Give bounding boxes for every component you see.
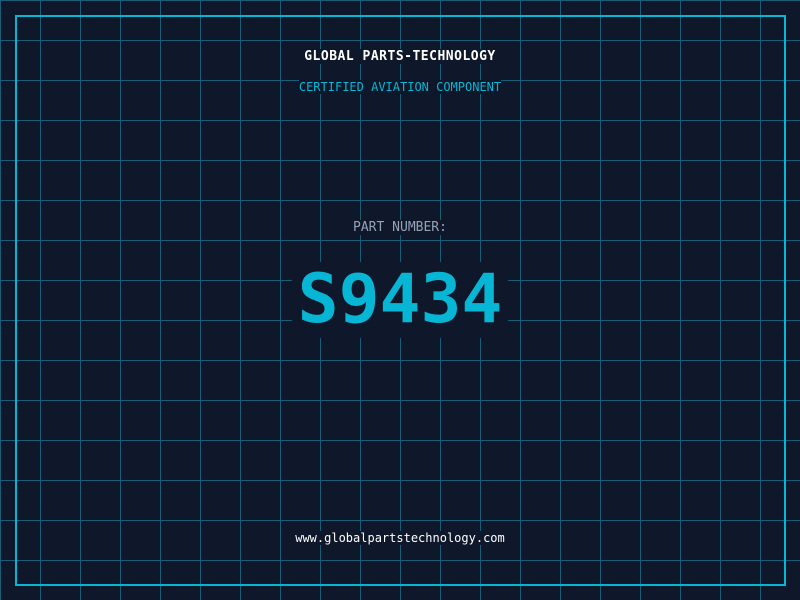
part-number-container: S9434: [0, 262, 800, 338]
website-url: www.globalpartstechnology.com: [295, 531, 505, 545]
part-number-label: PART NUMBER:: [353, 220, 447, 235]
card-border: [15, 15, 786, 586]
company-title: GLOBAL PARTS-TECHNOLOGY: [304, 49, 496, 64]
certification-subtitle: CERTIFIED AVIATION COMPONENT: [298, 80, 502, 94]
part-number-value: S9434: [291, 262, 509, 338]
